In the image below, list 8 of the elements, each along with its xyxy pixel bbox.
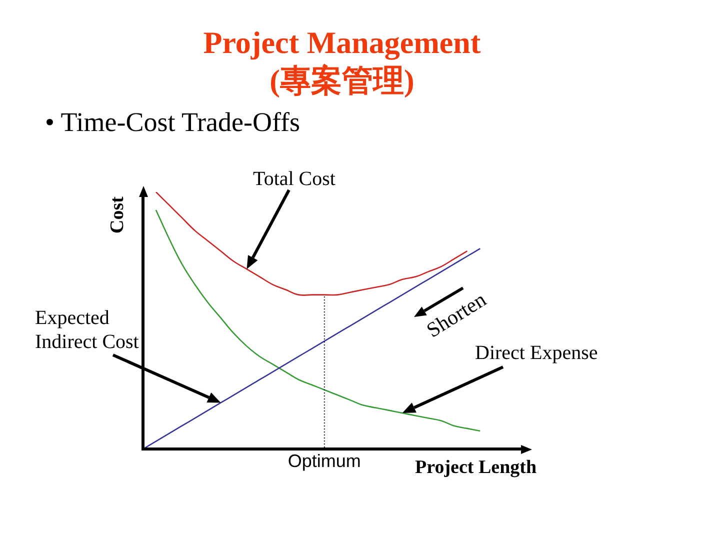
text: Total Cost [253, 168, 336, 190]
text: Expected Indirect Cost [35, 307, 140, 353]
x-axis-title: Project Length [415, 457, 537, 478]
text: Direct Expense [475, 342, 598, 364]
chart-subtitle: • Time-Cost Trade-Offs [45, 107, 300, 138]
chart-title: Project Management (專案管理) [202, 24, 482, 100]
text: Optimum [288, 451, 361, 471]
y-axis-title: Cost [106, 196, 128, 234]
